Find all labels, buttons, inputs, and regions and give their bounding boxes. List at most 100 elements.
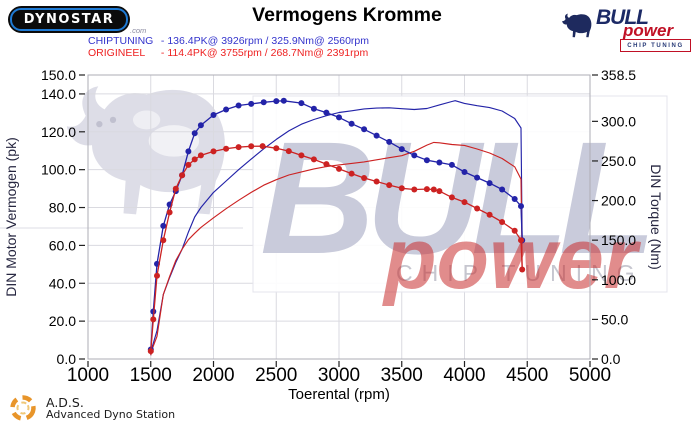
data-point-marker bbox=[519, 266, 526, 273]
data-point-marker bbox=[423, 157, 430, 164]
ads-abbrev: A.D.S. bbox=[46, 394, 84, 410]
data-point-marker bbox=[386, 138, 393, 145]
series-power-origineel bbox=[150, 141, 523, 356]
data-point-marker bbox=[461, 199, 468, 206]
y-right-tick-label: 300.0 bbox=[601, 113, 636, 129]
data-point-marker bbox=[323, 109, 330, 116]
y-right-tick-label: 150.0 bbox=[601, 232, 636, 248]
y-left-tick-label: 60.0 bbox=[49, 237, 76, 253]
x-tick-label: 2000 bbox=[192, 365, 234, 386]
data-point-marker bbox=[398, 185, 405, 192]
y-left-tick-label: 120.0 bbox=[41, 124, 76, 140]
ads-name: Advanced Dyno Station bbox=[46, 407, 176, 421]
legend-series-values: - 136.4PK@ 3926rpm / 325.9Nm@ 2560rpm bbox=[160, 35, 370, 47]
data-point-marker bbox=[336, 165, 342, 172]
watermark-chip-tuning-text: CHIP TUNING bbox=[396, 260, 644, 286]
y-right-axis-title: DIN Torque (Nm) bbox=[648, 164, 664, 270]
series-line bbox=[150, 100, 523, 356]
data-point-marker bbox=[298, 152, 305, 159]
data-point-marker bbox=[499, 219, 506, 225]
data-point-marker bbox=[150, 316, 157, 323]
data-point-marker bbox=[147, 348, 154, 355]
x-tick-label: 4000 bbox=[443, 365, 485, 386]
ads-footer: A.D.S. Advanced Dyno Station bbox=[8, 391, 175, 425]
data-point-marker bbox=[310, 156, 317, 163]
data-point-marker bbox=[373, 132, 380, 139]
data-point-marker bbox=[166, 209, 173, 216]
chart-legend: CHIPTUNING - 136.4PK@ 3926rpm / 325.9Nm@… bbox=[88, 35, 370, 59]
data-point-marker bbox=[411, 186, 418, 193]
x-tick-label: 3000 bbox=[318, 365, 360, 386]
bull-watermark-patch bbox=[148, 125, 200, 157]
x-tick-label: 3500 bbox=[381, 365, 423, 386]
data-point-marker bbox=[210, 148, 217, 155]
data-point-marker bbox=[474, 205, 481, 212]
series-torque-origineel bbox=[147, 143, 526, 355]
y-right-tick-label: 0.0 bbox=[601, 351, 621, 367]
y-left-tick-label: 40.0 bbox=[49, 275, 76, 291]
data-point-marker bbox=[210, 112, 217, 118]
dynostar-logo-ring bbox=[10, 8, 128, 31]
page-title: Vermogens Kromme bbox=[252, 4, 442, 26]
data-point-marker bbox=[172, 185, 179, 192]
bullpower-logo: BULL power CHIP TUNING bbox=[557, 2, 692, 52]
data-point-marker bbox=[235, 144, 242, 151]
data-point-marker bbox=[518, 237, 524, 244]
x-tick-label: 2500 bbox=[255, 365, 297, 386]
y-left-axis-title: DIN Motor Vermogen (pk) bbox=[3, 137, 19, 297]
data-point-marker bbox=[361, 175, 368, 181]
x-axis-title: Toerental (rpm) bbox=[288, 386, 390, 403]
series-torque-chiptuning bbox=[147, 97, 526, 353]
bull-watermark bbox=[66, 86, 225, 215]
data-point-marker bbox=[486, 180, 493, 187]
power-logo-text: power bbox=[623, 21, 674, 40]
legend-series-name: CHIPTUNING bbox=[88, 35, 154, 47]
y-left-tick-label: 140.0 bbox=[41, 86, 76, 102]
data-point-marker bbox=[423, 186, 430, 193]
legend-series-name: ORIGINEEL bbox=[88, 46, 146, 59]
data-point-marker bbox=[373, 178, 380, 185]
y-left-tick-label: 100.0 bbox=[41, 162, 76, 178]
data-point-marker bbox=[191, 130, 198, 137]
legend-row-chiptuning: CHIPTUNING - 136.4PK@ 3926rpm / 325.9Nm@… bbox=[88, 35, 370, 48]
y-left-tick-label: 80.0 bbox=[49, 200, 76, 216]
data-point-marker bbox=[185, 161, 192, 168]
x-tick-label: 4500 bbox=[506, 365, 548, 386]
watermark-power-text: power bbox=[382, 211, 642, 307]
bull-watermark-body bbox=[66, 86, 225, 215]
data-point-marker bbox=[474, 174, 481, 181]
data-point-marker bbox=[436, 159, 443, 166]
data-point-marker bbox=[223, 145, 230, 152]
data-point-marker bbox=[273, 145, 280, 152]
bull-watermark-patch bbox=[132, 110, 161, 130]
y-right-tick-label: 100.0 bbox=[601, 272, 636, 288]
x-tick-label: 1500 bbox=[130, 365, 172, 386]
bull-watermark-eye bbox=[96, 120, 103, 128]
data-point-marker bbox=[499, 186, 506, 193]
series-line bbox=[150, 141, 523, 356]
data-point-marker bbox=[150, 308, 157, 315]
y-left-tick-label: 0.0 bbox=[57, 351, 77, 367]
data-point-marker bbox=[185, 148, 192, 155]
bull-icon bbox=[562, 13, 592, 38]
data-point-marker bbox=[336, 114, 342, 121]
data-point-marker bbox=[348, 170, 355, 177]
data-point-marker bbox=[448, 194, 455, 201]
data-point-marker bbox=[486, 211, 493, 218]
data-point-marker bbox=[273, 98, 280, 105]
data-point-marker bbox=[518, 203, 524, 210]
data-point-marker bbox=[160, 222, 167, 229]
dynostar-domain-suffix: .com bbox=[130, 26, 147, 35]
watermark-backing-box bbox=[252, 95, 668, 293]
y-right-tick-label: 50.0 bbox=[601, 311, 628, 327]
x-tick-label: 5000 bbox=[569, 365, 611, 386]
data-point-marker bbox=[248, 143, 255, 150]
axes: 1000 1500 2000 2500 3000 3500 4000 4500 50000.02… bbox=[3, 67, 664, 403]
data-point-marker bbox=[191, 156, 198, 163]
y-right-tick-label: 200.0 bbox=[601, 193, 636, 209]
data-point-marker bbox=[259, 143, 266, 150]
data-point-marker bbox=[298, 100, 305, 107]
